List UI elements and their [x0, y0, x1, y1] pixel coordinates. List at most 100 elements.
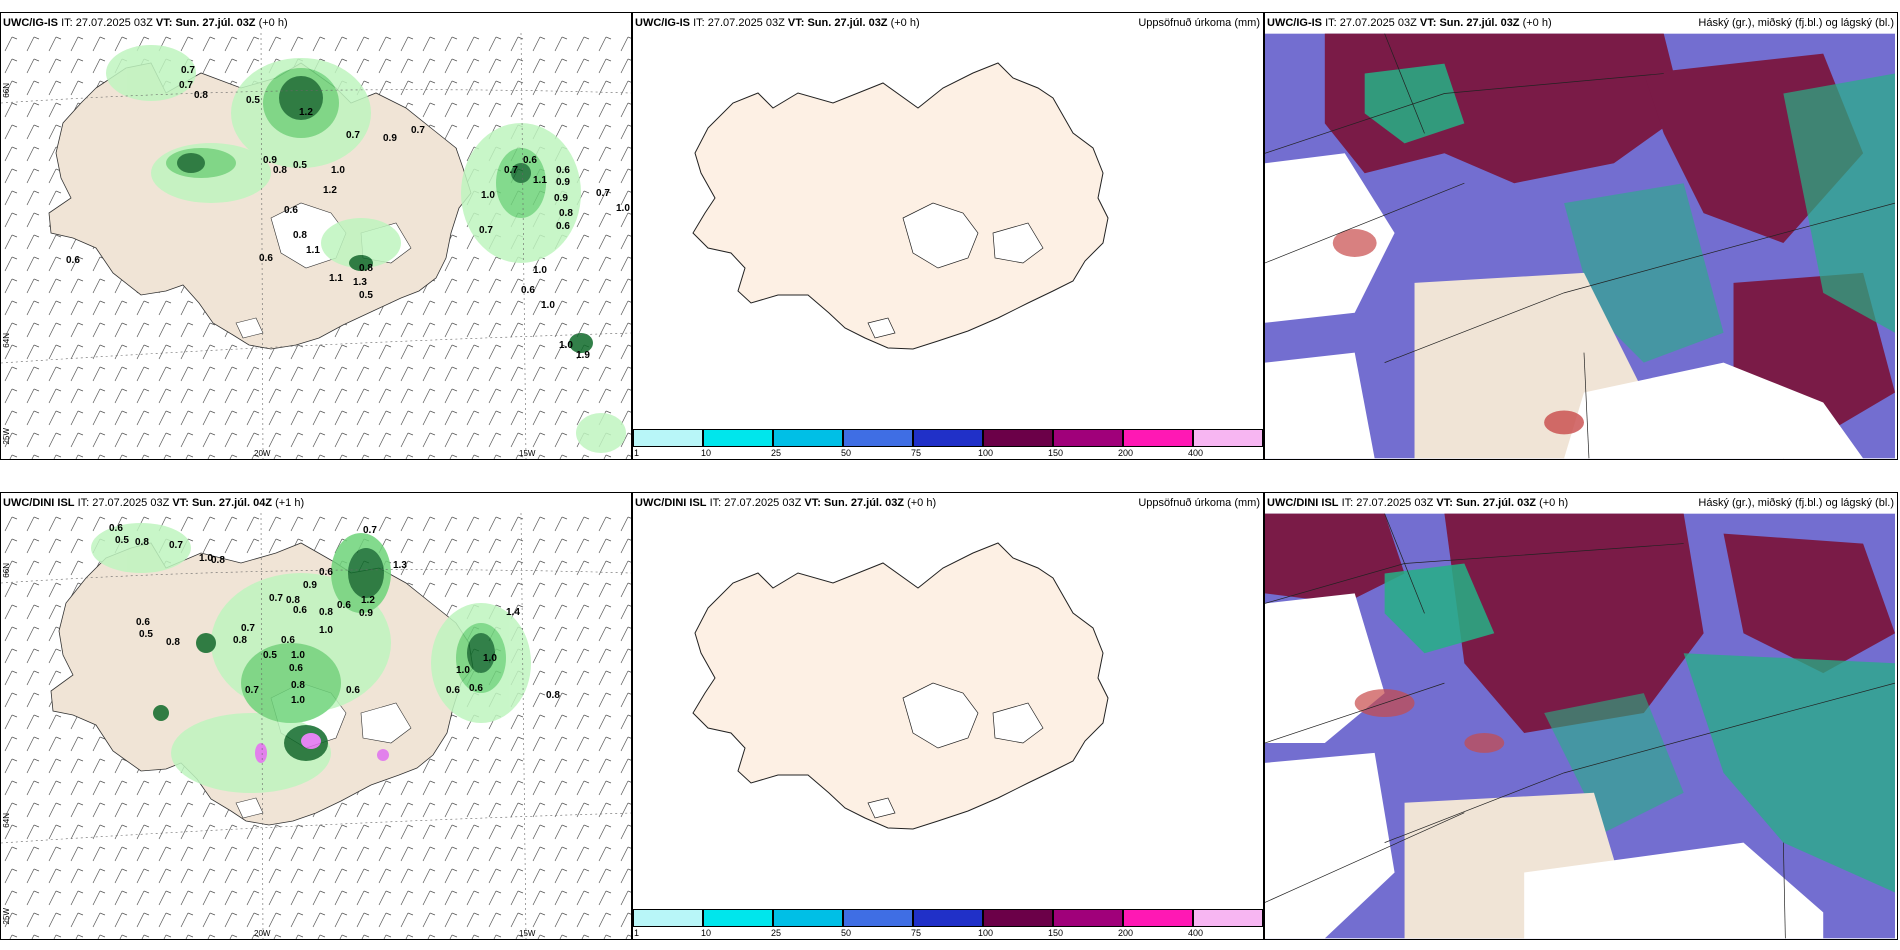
- precip-label: 0.8: [291, 680, 305, 691]
- colorbar-swatch: [1193, 429, 1263, 447]
- precip-label: 0.6: [523, 155, 537, 166]
- colorbar-tick: 100: [978, 928, 994, 938]
- precip-label: 1.9: [576, 350, 590, 361]
- precip-label: 0.5: [263, 650, 277, 661]
- colorbar-tick: 1: [634, 928, 640, 938]
- precip-label: 0.8: [135, 537, 149, 548]
- lat-label-66n: 66N: [2, 83, 11, 98]
- vt-value: Sun. 27.júl. 03Z: [807, 17, 888, 29]
- lat-label-66n: 66N: [2, 563, 11, 578]
- panel-accum-precip-igis: UWC/IG-IS IT: 27.07.2025 03Z VT: Sun. 27…: [632, 12, 1264, 460]
- cloud-cover-map: [1265, 513, 1895, 939]
- panel-title: Uppsöfnuð úrkoma (mm): [1138, 17, 1260, 29]
- colorbar-tick: 400: [1188, 448, 1204, 458]
- it-value: 27.07.2025 03Z: [1356, 497, 1434, 509]
- precip-label: 0.8: [319, 607, 333, 618]
- precip-label: 0.7: [596, 188, 610, 199]
- model-name: UWC/DINI ISL: [635, 497, 707, 509]
- cloud-cover-map: [1265, 33, 1895, 459]
- colorbar-swatch: [1123, 909, 1193, 927]
- precip-label: 0.6: [281, 635, 295, 646]
- precip-label: 0.7: [269, 593, 283, 604]
- lead-time: (+1 h): [275, 497, 305, 509]
- precip-label: 1.0: [319, 625, 333, 636]
- colorbar-swatch: [633, 429, 703, 447]
- vt-label: VT:: [172, 497, 189, 509]
- precip-label: 0.6: [293, 605, 307, 616]
- precip-label: 0.8: [233, 635, 247, 646]
- precip-label: 1.0: [291, 650, 305, 661]
- panel-title: Háský (gr.), miðský (fj.bl.) og lágský (…: [1698, 17, 1894, 29]
- precip-label: 0.6: [556, 221, 570, 232]
- precip-label: 0.6: [259, 253, 273, 264]
- it-value: 27.07.2025 03Z: [707, 17, 785, 29]
- precip-label: 1.3: [393, 560, 407, 571]
- colorbar-swatch: [1123, 429, 1193, 447]
- precip-label: 0.8: [546, 690, 560, 701]
- precip-label: 1.0: [456, 665, 470, 676]
- lead-time: (+0 h): [907, 497, 937, 509]
- panel-header: UWC/IG-IS IT: 27.07.2025 03Z VT: Sun. 27…: [1265, 13, 1897, 33]
- precip-label: 0.6: [136, 617, 150, 628]
- precip-label: 1.1: [329, 273, 343, 284]
- accum-precip-map: [692, 62, 1109, 350]
- precip-label: 0.6: [521, 285, 535, 296]
- model-name: UWC/DINI ISL: [3, 497, 75, 509]
- precip-label: 0.5: [293, 160, 307, 171]
- colorbar-tick: 50: [841, 928, 852, 938]
- precip-label: 1.0: [199, 553, 213, 564]
- precip-label: 0.9: [383, 133, 397, 144]
- panel-header: UWC/DINI ISL IT: 27.07.2025 03Z VT: Sun.…: [1265, 493, 1897, 513]
- lat-label-64n: 64N: [2, 813, 11, 828]
- colorbar-tick: 10: [701, 928, 712, 938]
- it-value: 27.07.2025 03Z: [1339, 17, 1417, 29]
- precip-label: 0.8: [166, 637, 180, 648]
- lead-time: (+0 h): [1539, 497, 1569, 509]
- precip-label: 0.7: [504, 165, 518, 176]
- precip-label: 1.0: [331, 165, 345, 176]
- precip-label: 0.9: [303, 580, 317, 591]
- precip-label: 0.5: [139, 629, 153, 640]
- colorbar-tick: 10: [701, 448, 712, 458]
- precip-label: 0.9: [556, 177, 570, 188]
- it-label: IT:: [61, 17, 73, 29]
- precip-label: 0.7: [411, 125, 425, 136]
- precip-label: 1.1: [306, 245, 320, 256]
- colorbar-tick: 200: [1118, 448, 1134, 458]
- colorbar-swatch: [843, 429, 913, 447]
- it-value: 27.07.2025 03Z: [92, 497, 170, 509]
- vt-label: VT:: [155, 17, 173, 29]
- panel-header: UWC/DINI ISL IT: 27.07.2025 03Z VT: Sun.…: [1, 493, 631, 513]
- precip-label: 1.0: [533, 265, 547, 276]
- precip-label: 0.7: [363, 525, 377, 536]
- precip-label: 0.6: [337, 600, 351, 611]
- precip-label: 1.0: [291, 695, 305, 706]
- precip-label: 1.0: [483, 653, 497, 664]
- panel-accum-precip-dini: UWC/DINI ISL IT: 27.07.2025 03Z VT: Sun.…: [632, 492, 1264, 940]
- precip-label: 1.4: [506, 607, 520, 618]
- vt-value: Sun. 27.júl. 03Z: [1439, 17, 1520, 29]
- colorbar-swatch: [913, 909, 983, 927]
- colorbar-tick: 25: [771, 448, 782, 458]
- precip-label: 0.6: [289, 663, 303, 674]
- colorbar-tick: 100: [978, 448, 994, 458]
- precip-label: 1.2: [323, 185, 337, 196]
- colorbar-swatch: [843, 909, 913, 927]
- colorbar-tick: 150: [1048, 448, 1064, 458]
- precip-wind-map: 0.6 0.5 0.8 0.7 1.0 0.8 0.7 1.3 0.6 0.9 …: [1, 513, 631, 939]
- precip-label: 0.6: [346, 685, 360, 696]
- precip-label: 0.8: [559, 208, 573, 219]
- model-name: UWC/IG-IS: [3, 17, 58, 29]
- it-value: 27.07.2025 03Z: [724, 497, 802, 509]
- precip-label: 1.0: [616, 203, 630, 214]
- colorbar-swatch: [633, 909, 703, 927]
- precip-label: 0.8: [211, 555, 225, 566]
- colorbar-swatch: [1193, 909, 1263, 927]
- lead-time: (+0 h): [258, 17, 288, 29]
- lead-time: (+0 h): [890, 17, 920, 29]
- colorbar-tick: 400: [1188, 928, 1204, 938]
- panel-precip-wind-igis: UWC/IG-IS IT: 27.07.2025 03Z VT: Sun. 27…: [0, 12, 632, 460]
- precip-wind-map: 0.7 0.7 0.8 0.5 1.2 0.7 0.9 0.7 0.9 0.5 …: [1, 33, 631, 459]
- colorbar-swatch: [773, 909, 843, 927]
- lon-label-15w: 15W: [519, 449, 536, 458]
